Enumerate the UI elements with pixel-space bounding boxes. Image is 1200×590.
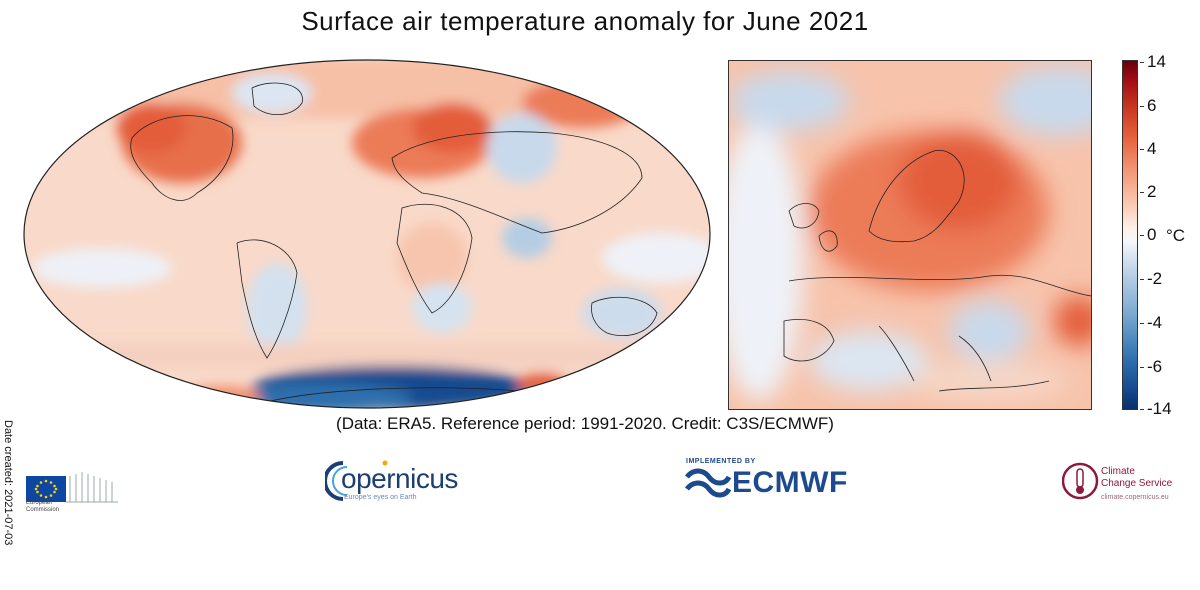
ecmwf-tagline: IMPLEMENTED BY xyxy=(686,458,756,465)
colorbar-tick: -14 xyxy=(1140,399,1172,419)
ec-logo-text: European Commission xyxy=(26,500,60,513)
colorbar-tick: 6 xyxy=(1140,96,1156,116)
colorbar-tick: 0 xyxy=(1140,225,1156,245)
c3s-text-line1: Climate xyxy=(1101,466,1135,477)
c3s-text-line2: Change Service xyxy=(1101,478,1173,489)
colorbar-tick: -4 xyxy=(1140,313,1162,333)
copernicus-tagline: Europe's eyes on Earth xyxy=(344,494,417,501)
colorbar-tick: -6 xyxy=(1140,357,1162,377)
colorbar-tick: -2 xyxy=(1140,269,1162,289)
copernicus-logo[interactable] xyxy=(325,455,465,507)
c3s-logo[interactable] xyxy=(1062,455,1187,507)
colorbar-tick: 14 xyxy=(1140,52,1166,72)
figure-title: Surface air temperature anomaly for June… xyxy=(301,6,869,36)
c3s-url: climate.copernicus.eu xyxy=(1101,494,1169,501)
data-credit: (Data: ERA5. Reference period: 1991-2020… xyxy=(336,414,834,433)
copernicus-wordmark: opernicus xyxy=(341,463,458,494)
ecmwf-logo[interactable] xyxy=(683,457,863,502)
europe-anomaly-map xyxy=(728,60,1092,410)
world-anomaly-map xyxy=(23,59,711,409)
date-created: Date created: 2021-07-03 xyxy=(2,420,14,546)
colorbar xyxy=(1122,60,1138,410)
european-commission-logo[interactable] xyxy=(14,462,124,518)
europe-map-graphic xyxy=(729,61,1091,409)
colorbar-unit: °C xyxy=(1166,226,1186,245)
ecmwf-wordmark: ECMWF xyxy=(732,466,848,499)
colorbar-tick: 4 xyxy=(1140,139,1156,159)
colorbar-tick: 2 xyxy=(1140,182,1156,202)
